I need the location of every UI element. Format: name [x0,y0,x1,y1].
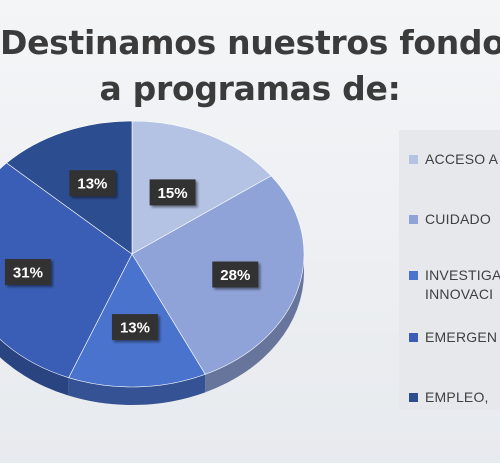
legend-swatch-5 [409,393,418,402]
pie-side-3 [68,374,206,405]
chart-title-line-2: a programas de: [99,69,401,108]
legend-label-1: ACCESO A [425,150,498,169]
pie-side-2 [205,254,304,393]
pie-slice-1 [131,120,272,255]
legend-label-5-line-2: SENSIBILIZ [425,407,500,410]
data-label-text-5: 13% [77,176,107,193]
data-label-text-1: 15% [158,185,188,202]
data-label-5: 13% [69,170,116,197]
legend-label-4-line-1: EMERGEN [425,329,498,345]
chart-title: Destinamos nuestros fondos a programas d… [0,20,500,112]
data-label-3: 13% [111,314,158,341]
chart-title-line-1: Destinamos nuestros fondos [0,23,500,62]
pie-slice-4 [0,162,133,379]
legend-label-5: EMPLEO, SENSIBILIZ [425,388,500,410]
data-label-text-3: 13% [120,320,150,337]
legend-swatch-1 [409,155,418,164]
data-label-1: 15% [149,179,196,206]
legend-swatch-4 [409,333,418,342]
data-label-text-2: 28% [220,267,250,284]
legend-swatch-3 [409,271,418,280]
legend-label-3-line-2: INNOVACI [425,286,494,302]
data-label-text-4: 31% [13,264,43,281]
legend-label-3: INVESTIGA INNOVACI [425,266,500,304]
data-label-2: 28% [212,261,259,288]
legend-swatch-2 [409,215,418,224]
legend-label-5-line-1: EMPLEO, [425,389,489,405]
legend-label-3-line-1: INVESTIGA [425,267,500,283]
data-label-4: 31% [4,258,51,285]
legend-label-2-line-1: CUIDADO [425,211,491,227]
legend: ACCESO A CUIDADO INVESTIGA INNOVACI EMERGEN E… [399,130,500,410]
pie-slice-5 [6,120,133,255]
legend-label-4: EMERGEN [425,328,497,347]
legend-label-1-line-1: ACCESO A [425,151,499,167]
legend-label-2: CUIDADO [425,210,491,229]
